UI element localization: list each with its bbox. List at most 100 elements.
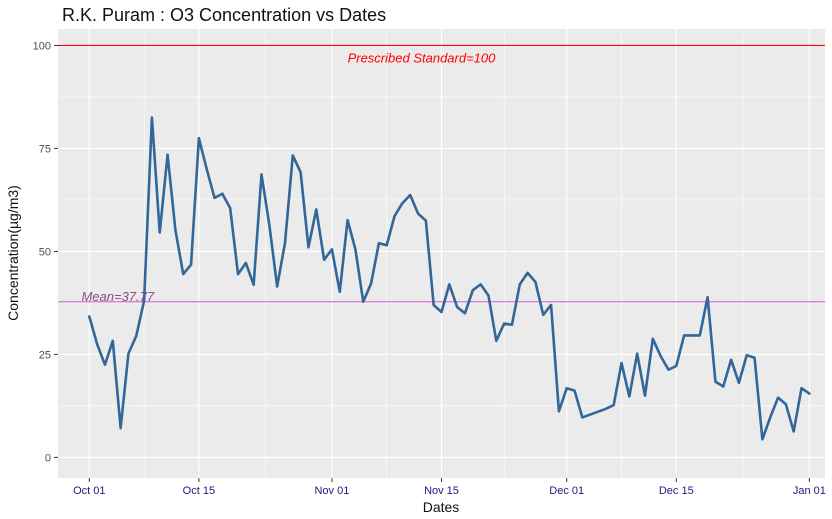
data-point (785, 403, 787, 406)
data-point (182, 273, 185, 275)
data-point (315, 208, 318, 211)
data-point (190, 263, 192, 266)
data-point (260, 173, 263, 176)
data-point (565, 387, 568, 390)
data-point (730, 358, 732, 361)
data-point (292, 154, 294, 157)
data-point (354, 248, 357, 251)
annotations: Prescribed Standard=100 Mean=37.77 (81, 50, 496, 303)
data-point (495, 340, 498, 342)
chart-title: R.K. Puram : O3 Concentration vs Dates (62, 5, 386, 25)
y-axis-title: Concentration(µg/m3) (5, 185, 21, 321)
data-point (769, 416, 772, 419)
data-point (370, 282, 372, 285)
data-point (268, 223, 271, 226)
data-point (440, 311, 443, 313)
data-point (198, 137, 200, 139)
data-point (761, 438, 764, 441)
data-point (800, 387, 803, 390)
x-tick-label: Oct 15 (183, 485, 215, 497)
data-point (472, 289, 474, 291)
data-point (777, 396, 779, 399)
data-point (706, 296, 709, 298)
data-point (284, 242, 286, 244)
x-tick-label: Oct 01 (73, 485, 105, 497)
y-tick-label: 0 (45, 452, 51, 464)
data-point (338, 291, 341, 293)
data-point (237, 273, 239, 275)
data-point (362, 300, 365, 303)
data-point (307, 246, 310, 249)
data-point (534, 281, 537, 283)
data-point (276, 285, 278, 288)
data-point (792, 430, 795, 433)
data-point (448, 283, 451, 286)
data-point (738, 382, 740, 384)
x-tick-label: Jan 01 (793, 485, 826, 497)
data-point (511, 323, 513, 326)
data-point (745, 354, 748, 357)
data-point (166, 153, 169, 156)
data-point (675, 365, 678, 367)
data-point (323, 258, 325, 261)
reference-lines (58, 44, 825, 303)
data-point (96, 343, 98, 345)
data-point (378, 242, 380, 244)
data-point (229, 207, 231, 209)
data-point (331, 248, 333, 251)
data-point (487, 294, 490, 297)
data-point (605, 408, 607, 410)
mean-label: Mean=37.77 (81, 289, 154, 304)
data-point (628, 395, 631, 398)
data-point (518, 283, 521, 286)
data-point (221, 192, 224, 195)
standard-label: Prescribed Standard=100 (348, 50, 497, 65)
data-point (151, 116, 153, 119)
data-point (119, 427, 122, 429)
data-point (174, 229, 177, 231)
data-point (644, 394, 646, 397)
y-tick-label: 50 (39, 246, 51, 258)
data-point (753, 356, 756, 359)
x-tick-label: Nov 15 (424, 485, 459, 497)
data-point (205, 168, 208, 170)
data-point (659, 355, 662, 357)
data-point (683, 334, 685, 337)
data-point (479, 283, 482, 286)
data-point (456, 306, 458, 308)
x-tick-label: Nov 01 (314, 485, 349, 497)
x-tick-label: Dec 15 (659, 485, 694, 497)
data-point (652, 337, 654, 340)
data-point (158, 231, 161, 234)
series-line (88, 116, 811, 441)
data-point (808, 392, 811, 395)
data-point (722, 385, 725, 388)
x-axis-ticks: Oct 01 Oct 15 Nov 01 Nov 15 Dec 01 Dec 15 Jan … (73, 478, 826, 497)
data-point (213, 197, 216, 199)
data-point (135, 335, 138, 337)
data-point (612, 404, 615, 406)
data-point (667, 368, 670, 371)
data-point (417, 212, 419, 215)
data-point (425, 219, 427, 222)
data-point (526, 272, 529, 274)
data-point (409, 194, 411, 196)
data-point (503, 322, 505, 325)
data-point (299, 171, 302, 174)
data-point (558, 410, 560, 413)
data-point (245, 262, 247, 264)
data-point (573, 389, 576, 392)
data-point (111, 340, 114, 342)
series-group (88, 116, 811, 441)
data-point (698, 334, 701, 337)
y-axis-ticks: 0 25 50 75 100 (33, 40, 58, 464)
data-point (714, 380, 717, 383)
data-point (620, 362, 623, 364)
data-point (143, 300, 145, 302)
data-point (464, 312, 466, 315)
data-point (581, 416, 584, 419)
data-point (88, 315, 91, 318)
data-point (104, 363, 106, 366)
x-axis-title: Dates (423, 499, 460, 515)
